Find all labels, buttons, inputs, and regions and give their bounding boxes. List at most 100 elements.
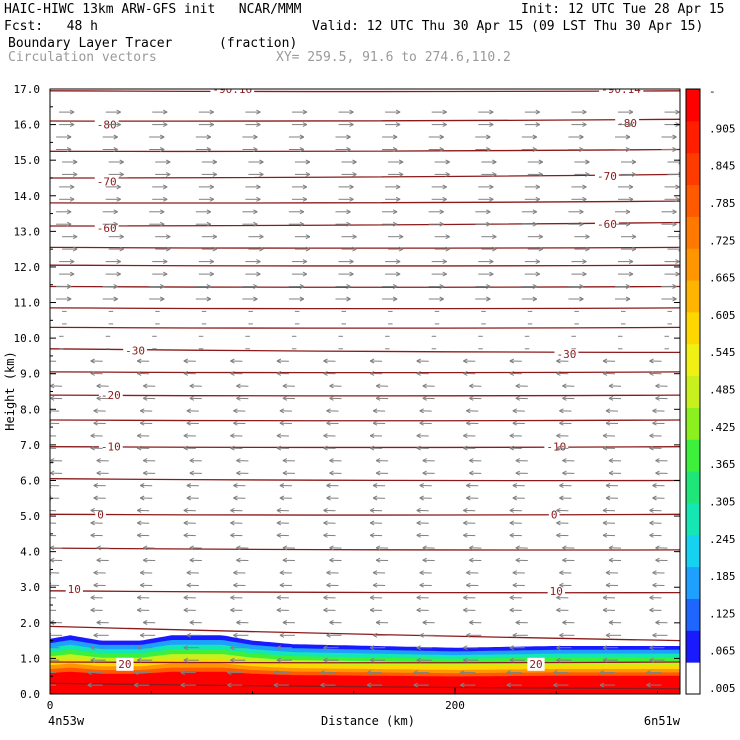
contour-label: -90.14 (601, 83, 641, 96)
vector-arrowhead (227, 682, 232, 688)
vector-arrowhead (212, 159, 218, 165)
contour-label-bg (554, 348, 579, 362)
contour-label: -70 (97, 176, 117, 189)
vector-arrowhead (649, 445, 654, 451)
vector-arrowhead (253, 296, 258, 302)
vector-arrowhead (253, 209, 258, 215)
vector-arrowhead (413, 670, 418, 676)
vector-arrowhead (506, 682, 512, 688)
vector-arrowhead (189, 383, 195, 389)
vector-arrowhead (139, 483, 145, 488)
contour-label: -10 (101, 441, 121, 454)
vector-arrowhead (649, 532, 654, 538)
vector-arrowhead (512, 570, 518, 576)
colorbar-label: .545 (709, 346, 736, 359)
vector-arrowhead (66, 284, 72, 289)
vector-arrowhead (66, 296, 72, 302)
y-tick-label: 0.0 (20, 688, 40, 701)
vector-arrowhead (675, 271, 680, 277)
vector-arrowhead (273, 670, 279, 676)
temperature-contour-line (50, 394, 680, 397)
vector-arrowhead (678, 234, 680, 240)
vector-arrowhead (276, 507, 282, 513)
vector-arrowhead (492, 171, 497, 177)
colorbar-swatch (686, 311, 700, 345)
vector-arrowhead (133, 682, 139, 688)
vector-arrowhead (282, 458, 288, 464)
vector-arrowhead (466, 495, 471, 501)
vector-arrowhead (625, 296, 631, 302)
vector-arrowhead (416, 520, 421, 526)
vector-arrowhead (422, 395, 427, 401)
vector-arrowhead (489, 122, 494, 128)
vector-arrowhead (206, 147, 212, 152)
vector-arrowhead (602, 445, 608, 451)
vector-arrowhead (44, 533, 48, 537)
vector-arrowhead (652, 483, 657, 488)
vector-arrowhead (395, 196, 401, 202)
vector-arrowhead (236, 383, 241, 389)
vector-arrowhead (532, 147, 538, 152)
contour-label: 10 (550, 585, 563, 598)
vector-arrowhead (469, 545, 474, 551)
colorbar-swatch (686, 662, 700, 695)
vector-arrowhead (369, 433, 375, 439)
colorbar-label: .845 (709, 160, 736, 173)
vector-arrowhead (562, 458, 567, 464)
vector-arrowhead (230, 607, 235, 613)
vector-arrowhead (346, 134, 351, 140)
vector-arrowhead (212, 246, 218, 252)
vector-arrowhead (375, 470, 381, 476)
vector-arrowhead (93, 495, 98, 501)
vector-arrowhead (326, 582, 331, 588)
vector-arrowhead (44, 508, 48, 512)
contour-label: 20 (118, 658, 131, 671)
vector-arrowhead (230, 657, 235, 663)
vector-arrowhead (631, 159, 637, 165)
vector-arrowhead (142, 557, 148, 563)
vector-arrowhead (675, 109, 680, 115)
vector-arrowhead (553, 670, 558, 676)
vector-arrowhead (416, 645, 421, 651)
vector-arrowhead (206, 296, 212, 302)
y-tick-label: 15.0 (14, 154, 41, 167)
vector-arrowhead (369, 358, 375, 364)
vector-arrowhead (96, 383, 101, 389)
vector-arrowhead (233, 582, 238, 588)
vector-arrowhead (279, 582, 285, 588)
vector-arrowhead (159, 296, 165, 302)
vector-arrowhead (44, 521, 48, 525)
vector-arrowhead (349, 122, 354, 128)
y-tick-label: 2.0 (20, 617, 40, 630)
vector-arrowhead (189, 458, 195, 464)
vector-arrowhead (605, 420, 611, 426)
vector-arrowhead (230, 358, 235, 364)
contour-label-bg (94, 118, 119, 132)
vector-arrowhead (463, 520, 468, 526)
vector-arrowhead (276, 595, 282, 601)
vector-arrowhead (515, 458, 521, 464)
vector-arrowhead (236, 395, 241, 401)
vector-arrowhead (463, 645, 468, 651)
vector-arrowhead (599, 682, 605, 688)
vector-arrowhead (416, 433, 421, 439)
vector-arrowhead (230, 507, 235, 513)
y-tick-label: 1.0 (20, 652, 40, 665)
vector-arrowhead (352, 171, 357, 177)
vector-arrowhead (299, 296, 305, 302)
colorbar-swatch (686, 152, 700, 186)
vector-arrowhead (445, 246, 450, 252)
x-axis-label: Distance (km) (321, 714, 415, 728)
vector-arrowhead (463, 433, 468, 439)
contour-label: -20 (101, 389, 121, 402)
vector-arrowhead (69, 196, 75, 202)
vector-arrowhead (233, 420, 238, 426)
vector-arrowhead (646, 670, 651, 676)
vector-arrowhead (44, 446, 48, 450)
vector-arrowhead (183, 657, 189, 663)
vector-arrowhead (323, 645, 328, 651)
vector-arrowhead (299, 221, 305, 227)
vector-arrowhead (556, 657, 561, 663)
vector-arrowhead (416, 445, 421, 451)
temperature-contour-line (50, 148, 680, 153)
